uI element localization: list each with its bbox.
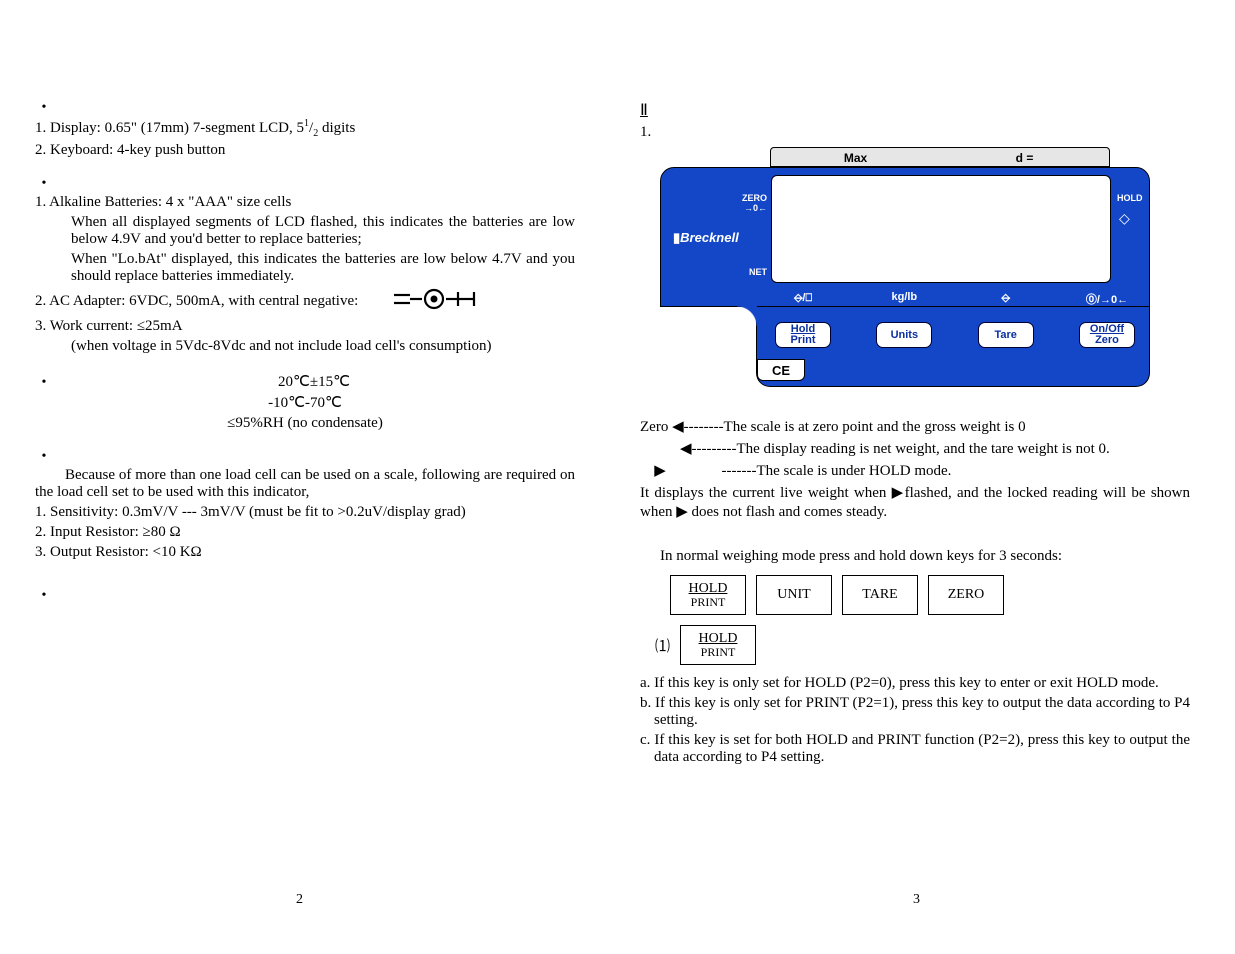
- lcd-display: [771, 175, 1111, 283]
- note-c: c. If this key is set for both HOLD and …: [640, 732, 1190, 766]
- spec-work-current-note: (when voltage in 5Vdc-8Vdc and not inclu…: [35, 338, 575, 355]
- env-storage-temp: -10℃-70℃: [35, 393, 575, 412]
- bullet: •: [35, 449, 575, 465]
- spec-work-current: 3. Work current: ≤25mA: [35, 318, 575, 335]
- spec-batt-note-b: When "Lo.bAt" displayed, this indicates …: [35, 251, 575, 285]
- bullet: •20℃±15℃: [35, 372, 575, 391]
- bullet: •: [35, 176, 575, 192]
- units-button[interactable]: Units: [876, 322, 932, 348]
- cap-d-label: d =: [940, 148, 1109, 166]
- loadcell-input-r: 2. Input Resistor: ≥80 Ω: [35, 524, 575, 541]
- kglb-icon: kg/lb: [876, 291, 932, 307]
- spec-keyboard: 2. Keyboard: 4-key push button: [35, 142, 575, 159]
- button-row: Hold Print Units Tare On/Off Zero: [775, 322, 1135, 348]
- desc-live: It displays the current live weight when…: [640, 483, 1190, 521]
- loadcell-sensitivity: 1. Sensitivity: 0.3mV/V --- 3mV/V (must …: [35, 504, 575, 521]
- cap-max-label: Max: [771, 148, 940, 166]
- bullet: •: [35, 100, 575, 116]
- loadcell-intro: Because of more than one load cell can b…: [35, 467, 575, 501]
- spec-batt: 1. Alkaline Batteries: 4 x "AAA" size ce…: [35, 194, 575, 211]
- indicator-triangle-icon: ▶: [1101, 208, 1109, 221]
- desc-zero: Zero ◀--------The scale is at zero point…: [640, 417, 1190, 436]
- env-operating-temp: 20℃±15℃: [53, 372, 575, 391]
- note-a: a. If this key is only set for HOLD (P2=…: [640, 675, 1190, 692]
- normal-mode-text: In normal weighing mode press and hold d…: [640, 548, 1190, 565]
- hold-print-icon: ◇̶/⎕: [775, 291, 831, 307]
- key-hold-print[interactable]: HOLD PRINT: [670, 575, 746, 615]
- onoff-zero-icon: ⓪/→0←: [1079, 291, 1135, 307]
- page-number: 3: [913, 892, 920, 908]
- button-icon-row: ◇̶/⎕ kg/lb ◇̶ ⓪/→0←: [775, 291, 1135, 307]
- onoff-zero-button[interactable]: On/Off Zero: [1079, 322, 1135, 348]
- device-top-panel: ▮Brecknell ZERO→0← ◀ NET ◀ HOLD ▶ ◇: [660, 167, 1150, 307]
- indicator-triangle-icon: ◀: [773, 204, 781, 217]
- key-hold-print[interactable]: HOLD PRINT: [680, 625, 756, 665]
- spec-display: 1. Display: 0.65" (17mm) 7-segment LCD, …: [35, 118, 575, 139]
- ce-mark: CE: [757, 359, 805, 381]
- desc-hold: ▶ -------The scale is under HOLD mode.: [640, 461, 1190, 480]
- key-row: HOLD PRINT UNIT TARE ZERO: [670, 575, 1190, 615]
- key-zero[interactable]: ZERO: [928, 575, 1004, 615]
- spec-adapter: 2. AC Adapter: 6VDC, 500mA, with central…: [35, 288, 575, 315]
- page-number: 2: [296, 892, 303, 908]
- spec-batt-note-a: When all displayed segments of LCD flash…: [35, 214, 575, 248]
- step-1-label: ⑴: [640, 635, 670, 656]
- step-1-row: ⑴ HOLD PRINT: [640, 625, 1190, 665]
- desc-net: ◀---------The display reading is net wei…: [640, 439, 1190, 458]
- subsection-1: 1.: [640, 124, 1190, 141]
- diamond-icon: ◇: [1119, 211, 1130, 228]
- page-2: • 1. Display: 0.65" (17mm) 7-segment LCD…: [35, 100, 575, 606]
- polarity-icon: [392, 288, 482, 315]
- tare-icon: ◇̶: [978, 291, 1034, 307]
- device-bottom-panel: ◇̶/⎕ kg/lb ◇̶ ⓪/→0← Hold Print Units Tar…: [756, 307, 1150, 387]
- section-heading: Ⅱ: [640, 100, 810, 120]
- tare-button[interactable]: Tare: [978, 322, 1034, 348]
- bullet: •: [35, 588, 575, 604]
- lcd-zero-label: ZERO→0←: [737, 194, 767, 214]
- lcd-hold-label: HOLD: [1117, 194, 1147, 204]
- brand-label: ▮Brecknell: [673, 230, 739, 246]
- hold-print-button[interactable]: Hold Print: [775, 322, 831, 348]
- indicator-triangle-icon: ◀: [773, 266, 781, 279]
- note-b: b. If this key is only set for PRINT (P2…: [640, 695, 1190, 729]
- device-diagram: Max d = ▮Brecknell ZERO→0← ◀ NET ◀ HOLD …: [660, 147, 1150, 397]
- env-humidity: ≤95%RH (no condensate): [35, 415, 575, 432]
- page-3: Ⅱ 1. Max d = ▮Brecknell ZERO→0← ◀ NET ◀ …: [640, 100, 1190, 769]
- key-tare[interactable]: TARE: [842, 575, 918, 615]
- loadcell-output-r: 3. Output Resistor: <10 KΩ: [35, 544, 575, 561]
- capacity-row: Max d =: [770, 147, 1110, 167]
- key-unit[interactable]: UNIT: [756, 575, 832, 615]
- lcd-net-label: NET: [737, 268, 767, 278]
